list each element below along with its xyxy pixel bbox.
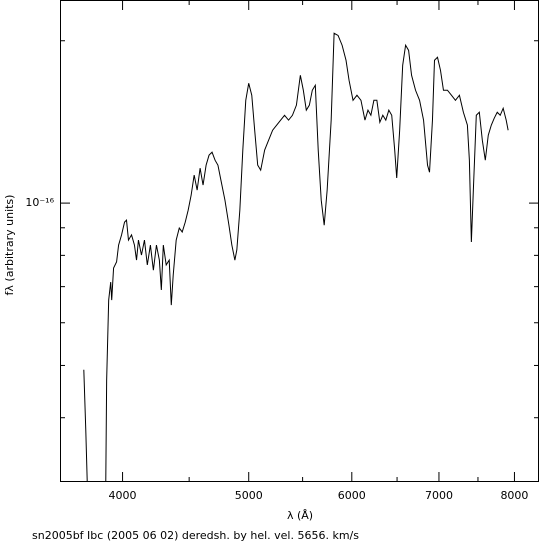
plot-frame [60, 0, 539, 482]
x-tick-label: 6000 [338, 489, 366, 502]
x-tick-label: 4000 [109, 489, 137, 502]
x-tick-label: 8000 [500, 489, 528, 502]
y-tick-label: 10⁻¹⁶ [25, 196, 54, 209]
caption: sn2005bf Ibc (2005 06 02) deredsh. by he… [32, 529, 359, 542]
x-axis-label: λ (Å) [287, 509, 313, 522]
x-tick-label: 7000 [425, 489, 453, 502]
spectrum-line [83, 32, 509, 482]
y-axis-label: fλ (arbitrary units) [3, 195, 16, 296]
x-tick-label: 5000 [235, 489, 263, 502]
